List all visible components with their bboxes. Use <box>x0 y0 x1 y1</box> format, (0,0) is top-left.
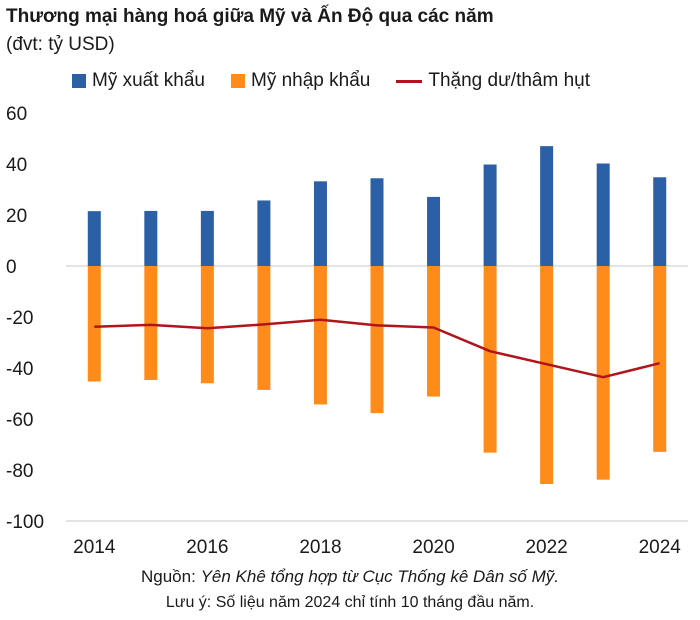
bar-import <box>370 266 384 414</box>
bar-import <box>483 266 497 453</box>
legend-item-imports: Mỹ nhập khẩu <box>231 70 370 92</box>
bar-export <box>370 178 384 266</box>
bar-export <box>144 210 158 266</box>
y-tick-label: 40 <box>6 155 27 176</box>
legend-label-imports: Mỹ nhập khẩu <box>251 70 371 91</box>
bar-export <box>540 146 554 266</box>
legend-swatch-exports <box>72 74 86 88</box>
y-tick-label: 20 <box>6 206 27 227</box>
bar-export <box>200 210 214 266</box>
legend-item-exports: Mỹ xuất khẩu <box>72 70 205 92</box>
bar-export <box>653 177 667 266</box>
bar-import <box>200 266 214 384</box>
y-tick-label: -20 <box>6 308 33 329</box>
bar-export <box>596 163 610 266</box>
y-tick-label: -80 <box>6 461 33 482</box>
legend-label-exports: Mỹ xuất khẩu <box>92 70 205 91</box>
legend-swatch-imports <box>231 74 245 88</box>
legend-item-balance: Thặng dư/thâm hụt <box>396 70 590 92</box>
x-tick-label: 2014 <box>73 537 116 558</box>
y-tick-label: -40 <box>6 359 33 380</box>
bar-import <box>596 266 610 480</box>
legend-swatch-balance <box>396 79 423 83</box>
y-tick-label: -100 <box>6 512 44 533</box>
bar-export <box>87 211 101 266</box>
bar-import <box>257 266 271 390</box>
chart-title: Thương mại hàng hoá giữa Mỹ và Ấn Độ qua… <box>6 6 494 27</box>
bar-export <box>313 181 327 266</box>
y-tick-label: 60 <box>6 104 27 125</box>
note-line: Lưu ý: Số liệu năm 2024 chỉ tính 10 thán… <box>165 594 535 611</box>
x-tick-label: 2016 <box>186 537 228 558</box>
bar-import <box>87 266 101 382</box>
x-tick-label: 2018 <box>299 537 341 558</box>
y-tick-label: 0 <box>6 257 17 278</box>
source-label: Nguồn: <box>141 567 196 586</box>
bar-export <box>257 200 271 266</box>
bar-import <box>144 266 158 380</box>
source-line: Nguồn: Yên Khê tổng hợp từ Cục Thống kê … <box>0 567 700 587</box>
legend-label-balance: Thặng dư/thâm hụt <box>428 70 591 91</box>
bar-export <box>483 164 497 266</box>
x-tick-label: 2022 <box>525 537 567 558</box>
x-tick-label: 2020 <box>412 537 454 558</box>
bar-import <box>540 266 554 485</box>
x-tick-label: 2024 <box>639 537 682 558</box>
bar-import <box>313 266 327 405</box>
bar-export <box>427 196 441 266</box>
y-tick-label: -60 <box>6 410 33 431</box>
source-text: Yên Khê tổng hợp từ Cục Thống kê Dân số … <box>200 567 559 586</box>
legend: Mỹ xuất khẩu Mỹ nhập khẩu Thặng dư/thâm … <box>72 70 616 92</box>
chart-subtitle: (đvt: tỷ USD) <box>6 34 115 55</box>
bar-import <box>427 266 441 397</box>
bar-import <box>653 266 667 452</box>
